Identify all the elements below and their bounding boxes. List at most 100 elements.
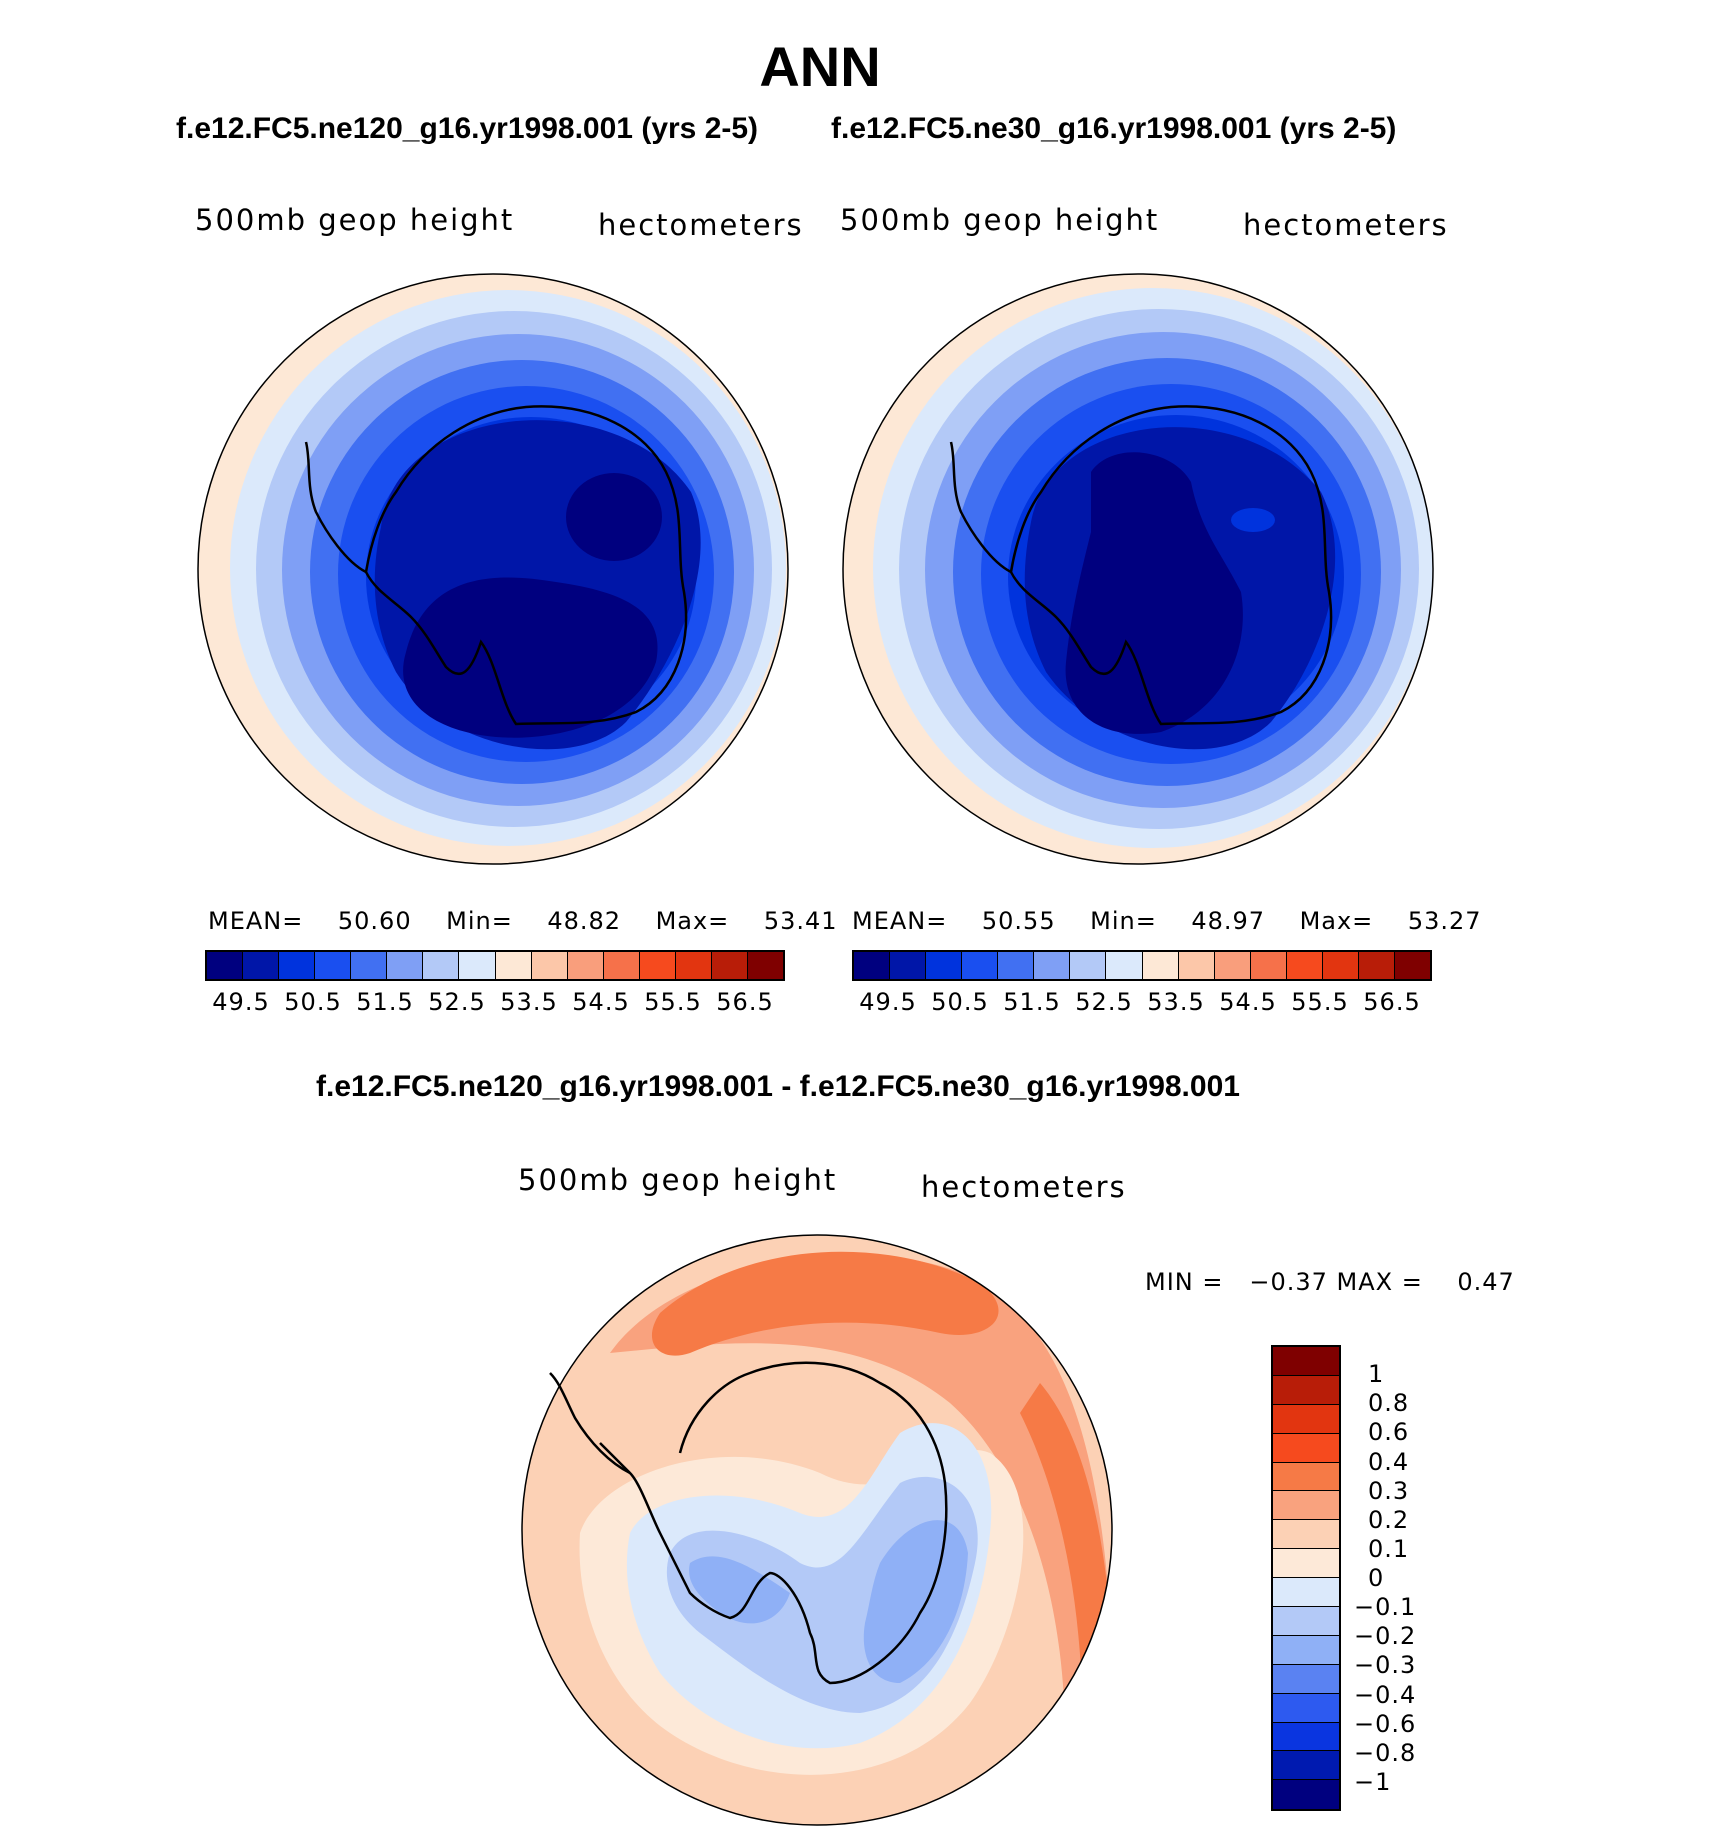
colorbar-swatch <box>1178 952 1215 979</box>
panel2-min-label: Min= <box>1090 907 1157 935</box>
panel2-colorbar <box>852 950 1432 981</box>
panel2-mean-value: 50.55 <box>981 907 1056 935</box>
colorbar-tick-label: 0.4 <box>1368 1447 1410 1476</box>
panel2-case-title: f.e12.FC5.ne30_g16.yr1998.001 (yrs 2-5) <box>831 112 1397 145</box>
colorbar-tick-label: 52.5 <box>1075 988 1133 1016</box>
colorbar-swatch <box>243 952 280 979</box>
colorbar-tick-label: 51.5 <box>356 988 414 1016</box>
colorbar-swatch <box>1273 1404 1339 1434</box>
colorbar-tick-label: −0.2 <box>1354 1622 1417 1651</box>
colorbar-swatch <box>711 952 748 979</box>
colorbar-swatch <box>926 952 963 979</box>
colorbar-tick-label: 51.5 <box>1003 988 1061 1016</box>
panel2-mean-label: MEAN= <box>852 907 948 935</box>
panel2-min-value: 48.97 <box>1191 907 1266 935</box>
panel1-min-value: 48.82 <box>547 907 622 935</box>
panel1-colorbar <box>205 950 785 981</box>
colorbar-swatch <box>567 952 604 979</box>
colorbar-swatch <box>459 952 496 979</box>
panel1-mean-label: MEAN= <box>208 907 304 935</box>
panel2-max-label: Max= <box>1299 907 1374 935</box>
colorbar-swatch <box>1358 952 1395 979</box>
diff-case-title: f.e12.FC5.ne120_g16.yr1998.001 - f.e12.F… <box>316 1070 1240 1103</box>
colorbar-swatch <box>639 952 676 979</box>
colorbar-swatch <box>1273 1693 1339 1723</box>
colorbar-swatch <box>351 952 388 979</box>
colorbar-swatch <box>1273 1375 1339 1405</box>
colorbar-tick-label: 55.5 <box>1291 988 1349 1016</box>
colorbar-tick-label: −0.3 <box>1354 1651 1417 1680</box>
colorbar-swatch <box>1142 952 1179 979</box>
colorbar-tick-label: 53.5 <box>500 988 558 1016</box>
colorbar-swatch <box>1273 1433 1339 1463</box>
panel1-stats: MEAN= 50.60 Min= 48.82 Max= 53.41 <box>208 907 838 935</box>
figure-title: ANN <box>759 35 881 98</box>
panel2-variable-label: 500mb geop height <box>840 203 1160 237</box>
colorbar-tick-label: 55.5 <box>644 988 702 1016</box>
colorbar-swatch <box>1273 1722 1339 1752</box>
colorbar-swatch <box>1286 952 1323 979</box>
panel1-colorbar-ticks: 49.5 50.5 51.5 52.5 53.5 54.5 55.5 56.5 <box>205 988 785 1018</box>
colorbar-swatch <box>1034 952 1071 979</box>
diff-minmax-text: MIN = −0.37 MAX = 0.47 <box>1145 1268 1515 1296</box>
colorbar-swatch <box>1070 952 1107 979</box>
colorbar-tick-label: −1 <box>1354 1767 1392 1796</box>
panel1-max-label: Max= <box>655 907 730 935</box>
colorbar-swatch <box>423 952 460 979</box>
map-difference <box>521 1234 1113 1826</box>
colorbar-tick-label: −0.1 <box>1354 1593 1417 1622</box>
colorbar-tick-label: 49.5 <box>212 988 270 1016</box>
colorbar-swatch <box>1273 1347 1339 1376</box>
panel1-case-title: f.e12.FC5.ne120_g16.yr1998.001 (yrs 2-5) <box>176 112 759 145</box>
colorbar-swatch <box>531 952 568 979</box>
map-ne120 <box>197 273 789 865</box>
panel1-units-label: hectometers <box>598 208 804 242</box>
colorbar-swatch <box>1250 952 1287 979</box>
panel1-max-value: 53.41 <box>763 907 838 935</box>
colorbar-swatch <box>495 952 532 979</box>
colorbar-tick-label: 52.5 <box>428 988 486 1016</box>
colorbar-tick-label: 0.2 <box>1368 1505 1410 1534</box>
panel1-variable-label: 500mb geop height <box>195 203 515 237</box>
colorbar-tick-label: −0.6 <box>1354 1709 1417 1738</box>
colorbar-swatch <box>1273 1549 1339 1579</box>
colorbar-swatch <box>890 952 927 979</box>
colorbar-swatch <box>1273 1751 1339 1781</box>
panel2-max-value: 53.27 <box>1407 907 1482 935</box>
panel1-mean-value: 50.60 <box>337 907 412 935</box>
colorbar-tick-label: 50.5 <box>284 988 342 1016</box>
colorbar-swatch <box>387 952 424 979</box>
colorbar-tick-label: −0.8 <box>1354 1738 1417 1767</box>
colorbar-swatch <box>962 952 999 979</box>
diff-variable-label: 500mb geop height <box>518 1163 838 1197</box>
colorbar-swatch <box>1322 952 1359 979</box>
colorbar-swatch <box>1273 1780 1339 1810</box>
diff-colorbar-ticks: 1 0.8 0.6 0.4 0.3 0.2 0.1 0 −0.1 −0.2 −0.3 −0.4 −0.6… <box>1354 1345 1474 1811</box>
colorbar-swatch <box>1106 952 1143 979</box>
colorbar-swatch <box>207 952 244 979</box>
colorbar-swatch <box>603 952 640 979</box>
colorbar-tick-label: 54.5 <box>572 988 630 1016</box>
panel1-min-label: Min= <box>446 907 513 935</box>
colorbar-swatch <box>1273 1520 1339 1550</box>
panel2-stats: MEAN= 50.55 Min= 48.97 Max= 53.27 <box>852 907 1482 935</box>
colorbar-tick-label: 0.6 <box>1368 1418 1410 1447</box>
colorbar-swatch <box>1273 1607 1339 1636</box>
colorbar-tick-label: 56.5 <box>1363 988 1421 1016</box>
colorbar-tick-label: 1 <box>1368 1360 1385 1389</box>
colorbar-swatch <box>1273 1578 1339 1608</box>
diff-units-label: hectometers <box>921 1170 1127 1204</box>
colorbar-swatch <box>279 952 316 979</box>
diff-colorbar <box>1271 1345 1341 1812</box>
panel2-units-label: hectometers <box>1243 208 1449 242</box>
colorbar-swatch <box>854 952 891 979</box>
panel2-colorbar-ticks: 49.5 50.5 51.5 52.5 53.5 54.5 55.5 56.5 <box>852 988 1432 1018</box>
colorbar-swatch <box>1273 1664 1339 1694</box>
colorbar-swatch <box>1273 1491 1339 1521</box>
colorbar-tick-label: 50.5 <box>931 988 989 1016</box>
colorbar-swatch <box>675 952 712 979</box>
colorbar-swatch <box>1214 952 1251 979</box>
colorbar-swatch <box>747 952 783 979</box>
colorbar-tick-label: 0.1 <box>1368 1534 1410 1563</box>
colorbar-swatch <box>1273 1635 1339 1665</box>
